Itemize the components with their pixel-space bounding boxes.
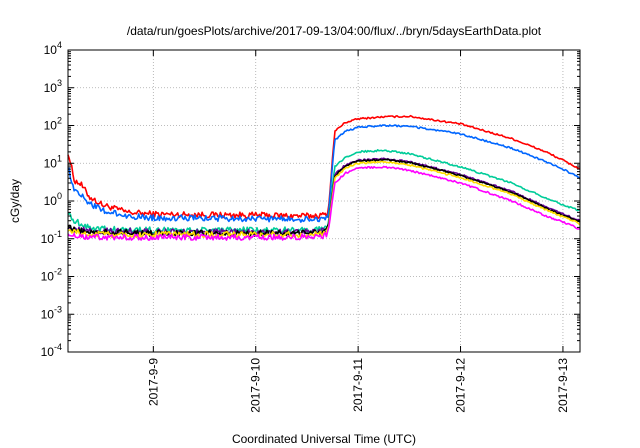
- series-line-2: [67, 124, 581, 223]
- x-tick-label: 2017-9-13: [556, 358, 570, 413]
- y-tick-label: 10-2: [41, 267, 62, 284]
- series-line-6: [67, 160, 581, 239]
- y-tick-label: 10-3: [41, 304, 62, 321]
- y-tick-label: 10-4: [41, 342, 62, 359]
- x-tick-label: 2017-9-11: [351, 358, 365, 412]
- x-tick-label: 2017-9-12: [454, 358, 468, 413]
- y-tick-label: 101: [44, 153, 62, 170]
- chart-title: /data/run/goesPlots/archive/2017-09-13/0…: [127, 24, 542, 38]
- x-tick-label: 2017-9-10: [249, 358, 263, 413]
- series-group: [67, 114, 581, 241]
- series-line-7: [67, 165, 581, 241]
- x-axis-label: Coordinated Universal Time (UTC): [232, 432, 416, 446]
- y-tick-labels: 10-4 10-3 10-2 10-1 100 101 102 103 104: [41, 40, 62, 359]
- y-axis-label: cGy/day: [8, 179, 22, 223]
- series-line-1: [67, 114, 581, 220]
- grid: [68, 50, 580, 352]
- y-tick-label: 102: [44, 116, 62, 133]
- x-tick-label: 2017-9-9: [146, 358, 160, 406]
- x-tick-labels: 2017-9-9 2017-9-10 2017-9-11 2017-9-12 2017-…: [146, 358, 570, 413]
- y-tick-label: 100: [44, 191, 62, 208]
- y-tick-label: 104: [44, 40, 62, 57]
- y-tick-label: 103: [44, 78, 62, 95]
- y-tick-label: 10-1: [41, 229, 62, 246]
- ticks: [68, 49, 580, 353]
- series-line-3: [67, 149, 581, 234]
